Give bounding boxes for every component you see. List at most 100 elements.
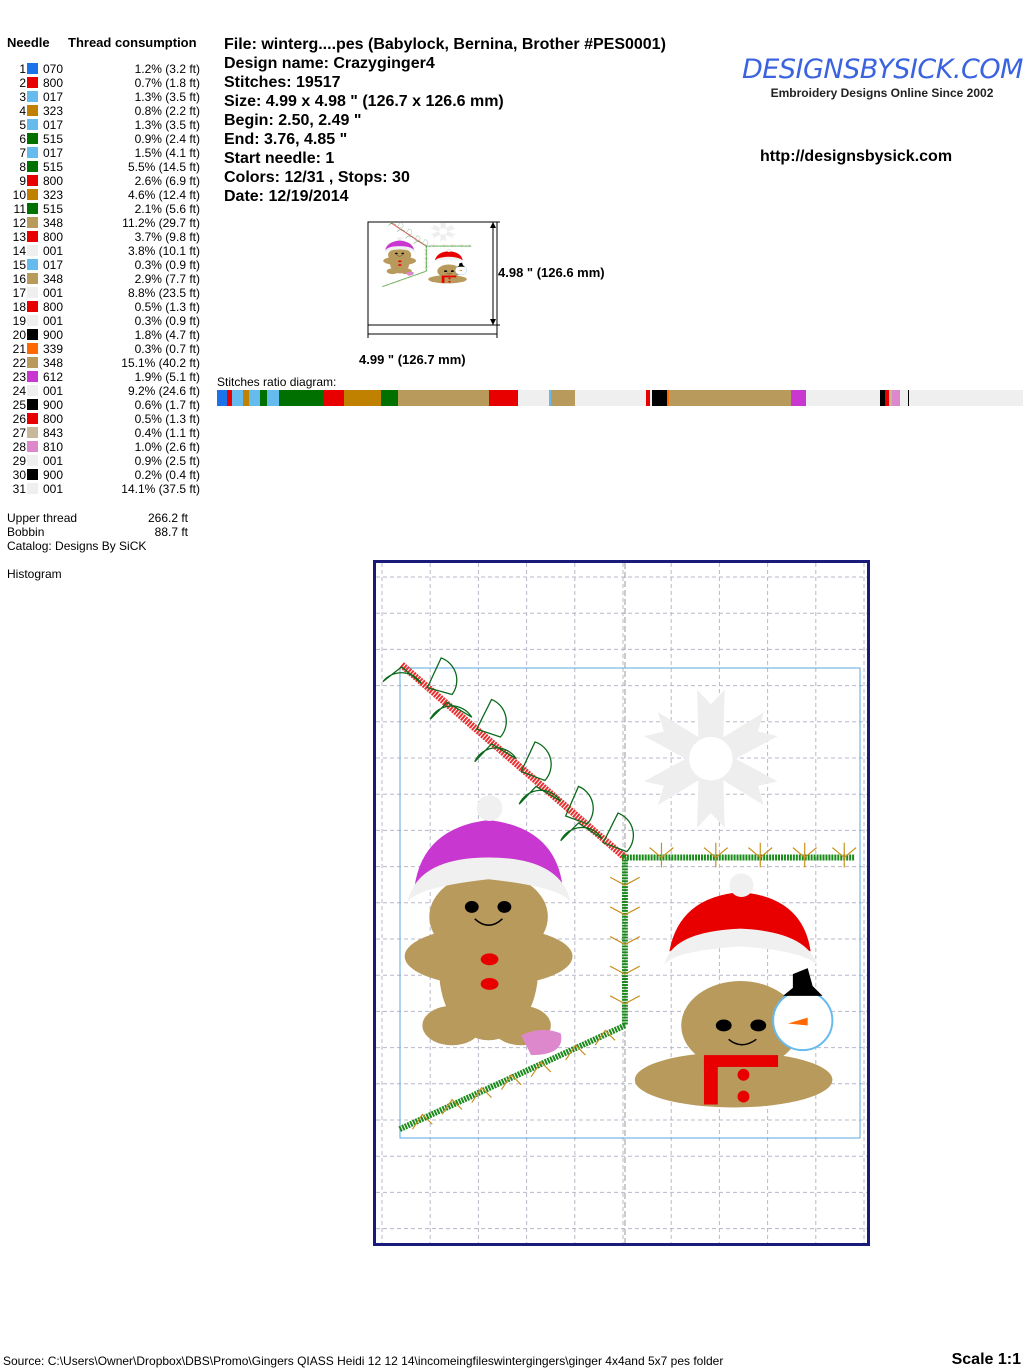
needle-row: 25 900 0.6% (1.7 ft) bbox=[0, 398, 215, 412]
thread-consumption: 0.5% (1.3 ft) bbox=[134, 412, 200, 426]
thread-color-swatch bbox=[27, 385, 38, 396]
needle-row: 3 017 1.3% (3.5 ft) bbox=[0, 90, 215, 104]
thread-color-swatch bbox=[27, 203, 38, 214]
needle-number: 22 bbox=[12, 356, 26, 370]
thread-consumption: 1.3% (3.5 ft) bbox=[134, 118, 200, 132]
needle-row: 13 800 3.7% (9.8 ft) bbox=[0, 230, 215, 244]
needle-number: 4 bbox=[19, 104, 26, 118]
ratio-segment bbox=[226, 390, 233, 406]
thread-color-swatch bbox=[27, 413, 38, 424]
thread-color-swatch bbox=[27, 161, 38, 172]
height-dimension-label: 4.98 " (126.6 mm) bbox=[498, 265, 605, 280]
thread-color-swatch bbox=[27, 77, 38, 88]
needle-number: 17 bbox=[12, 286, 26, 300]
thread-color-swatch bbox=[27, 119, 38, 130]
needle-number: 8 bbox=[19, 160, 26, 174]
needle-number: 21 bbox=[12, 342, 26, 356]
needle-row: 2 800 0.7% (1.8 ft) bbox=[0, 76, 215, 90]
needle-number: 15 bbox=[12, 258, 26, 272]
needle-row: 6 515 0.9% (2.4 ft) bbox=[0, 132, 215, 146]
end-position: End: 3.76, 4.85 " bbox=[224, 131, 348, 148]
design-date: Date: 12/19/2014 bbox=[224, 188, 349, 205]
thread-code: 800 bbox=[43, 76, 64, 90]
thread-color-swatch bbox=[27, 441, 38, 452]
ratio-segment bbox=[242, 390, 250, 406]
thread-code: 001 bbox=[43, 454, 64, 468]
needle-number: 14 bbox=[12, 244, 26, 258]
needle-row: 28 810 1.0% (2.6 ft) bbox=[0, 440, 215, 454]
needle-row: 18 800 0.5% (1.3 ft) bbox=[0, 300, 215, 314]
needle-number: 12 bbox=[12, 216, 26, 230]
needle-number: 29 bbox=[12, 454, 26, 468]
thread-consumption: 0.3% (0.9 ft) bbox=[134, 258, 200, 272]
thread-code: 348 bbox=[43, 356, 64, 370]
thread-color-swatch bbox=[27, 63, 38, 74]
ratio-segment bbox=[344, 390, 382, 406]
ratio-segment bbox=[381, 390, 399, 406]
thread-code: 900 bbox=[43, 328, 64, 342]
thread-color-swatch bbox=[27, 217, 38, 228]
design-size: Size: 4.99 x 4.98 " (126.7 x 126.6 mm) bbox=[224, 93, 504, 110]
ratio-segment bbox=[574, 390, 646, 406]
thread-code: 348 bbox=[43, 216, 64, 230]
thread-color-swatch bbox=[27, 469, 38, 480]
needle-row: 4 323 0.8% (2.2 ft) bbox=[0, 104, 215, 118]
ratio-segment bbox=[398, 390, 489, 406]
thread-code: 017 bbox=[43, 90, 64, 104]
ratio-segment bbox=[488, 390, 519, 406]
thread-consumption: 1.2% (3.2 ft) bbox=[134, 62, 200, 76]
design-name: Design name: Crazyginger4 bbox=[224, 55, 435, 72]
ratio-segment bbox=[259, 390, 267, 406]
needle-row: 12 348 11.2% (29.7 ft) bbox=[0, 216, 215, 230]
ratio-segment bbox=[548, 390, 552, 406]
thread-color-swatch bbox=[27, 91, 38, 102]
thread-consumption: 4.6% (12.4 ft) bbox=[127, 188, 200, 202]
needle-number: 20 bbox=[12, 328, 26, 342]
thread-color-swatch bbox=[27, 245, 38, 256]
ratio-segment bbox=[884, 390, 889, 406]
ratio-segment bbox=[652, 390, 667, 406]
source-path: Source: C:\Users\Owner\Dropbox\DBS\Promo… bbox=[3, 1354, 724, 1368]
design-info: File: winterg....pes (Babylock, Bernina,… bbox=[224, 35, 666, 206]
thread-consumption: 5.5% (14.5 ft) bbox=[127, 160, 200, 174]
ratio-segment bbox=[323, 390, 345, 406]
ratio-segment bbox=[666, 390, 669, 406]
thread-consumption: 15.1% (40.2 ft) bbox=[121, 356, 200, 370]
needle-row: 22 348 15.1% (40.2 ft) bbox=[0, 356, 215, 370]
stitch-count: Stitches: 19517 bbox=[224, 74, 341, 91]
ratio-segment bbox=[518, 390, 549, 406]
thread-color-swatch bbox=[27, 357, 38, 368]
thread-consumption: 1.9% (5.1 ft) bbox=[134, 370, 200, 384]
thread-color-swatch bbox=[27, 133, 38, 144]
thread-consumption: 0.3% (0.9 ft) bbox=[134, 314, 200, 328]
thread-code: 800 bbox=[43, 300, 64, 314]
needle-row: 27 843 0.4% (1.1 ft) bbox=[0, 426, 215, 440]
file-name: File: winterg....pes (Babylock, Bernina,… bbox=[224, 36, 666, 53]
needle-row: 1 070 1.2% (3.2 ft) bbox=[0, 62, 215, 76]
thread-consumption: 0.8% (2.2 ft) bbox=[134, 104, 200, 118]
needle-row: 7 017 1.5% (4.1 ft) bbox=[0, 146, 215, 160]
thread-code: 612 bbox=[43, 370, 64, 384]
needle-number: 7 bbox=[19, 146, 26, 160]
ratio-segment bbox=[900, 390, 908, 406]
ratio-segment bbox=[880, 390, 885, 406]
thread-code: 800 bbox=[43, 174, 64, 188]
ratio-segment bbox=[907, 390, 910, 406]
thread-code: 001 bbox=[43, 314, 64, 328]
ratio-segment bbox=[249, 390, 260, 406]
thread-consumption: 2.6% (6.9 ft) bbox=[134, 174, 200, 188]
thread-code: 800 bbox=[43, 230, 64, 244]
needle-row: 16 348 2.9% (7.7 ft) bbox=[0, 272, 215, 286]
needle-row: 8 515 5.5% (14.5 ft) bbox=[0, 160, 215, 174]
website-url[interactable]: http://designsbysick.com bbox=[760, 148, 953, 165]
thread-color-swatch bbox=[27, 343, 38, 354]
thread-color-swatch bbox=[27, 175, 38, 186]
ratio-segment bbox=[909, 390, 1023, 406]
thread-color-swatch bbox=[27, 301, 38, 312]
thread-code: 001 bbox=[43, 244, 64, 258]
thread-code: 001 bbox=[43, 482, 64, 496]
needle-row: 29 001 0.9% (2.5 ft) bbox=[0, 454, 215, 468]
colors-stops: Colors: 12/31 , Stops: 30 bbox=[224, 169, 410, 186]
thread-code: 017 bbox=[43, 146, 64, 160]
thread-consumption: 11.2% (29.7 ft) bbox=[122, 216, 200, 230]
